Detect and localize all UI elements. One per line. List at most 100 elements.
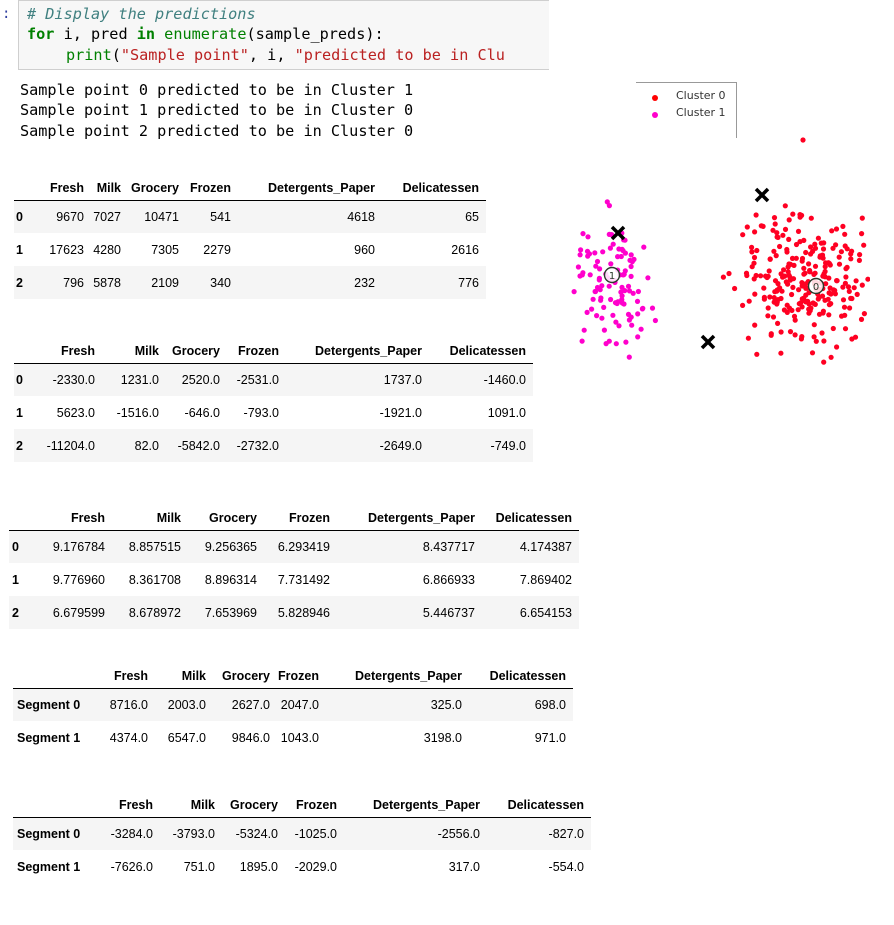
scatter-point-cluster-0 xyxy=(806,310,812,316)
row-index: 0 xyxy=(16,372,23,387)
scatter-point-cluster-1 xyxy=(638,326,644,332)
table-row: 1 17623 4280 7305 2279 960 2616 xyxy=(14,233,486,266)
code-string-1: "Sample point" xyxy=(120,46,249,64)
table-cell: 325.0 xyxy=(430,697,462,712)
scatter-point-cluster-0 xyxy=(859,231,865,237)
scatter-point-cluster-1 xyxy=(626,288,633,294)
scatter-point-cluster-0 xyxy=(753,212,759,218)
table-cell: -7626.0 xyxy=(110,859,153,874)
scatter-point-cluster-0 xyxy=(812,263,819,269)
scatter-point-cluster-0 xyxy=(840,223,846,229)
scatter-point-cluster-1 xyxy=(580,231,586,237)
scatter-point-cluster-1 xyxy=(600,249,606,255)
table-cell: 2279 xyxy=(203,242,231,257)
table-cell: -5324.0 xyxy=(235,826,278,841)
scatter-point-cluster-1 xyxy=(619,246,625,252)
scatter-point-cluster-0 xyxy=(780,232,786,238)
column-header: Fresh xyxy=(113,668,148,683)
scatter-point-cluster-0 xyxy=(831,287,837,293)
scatter-point-cluster-0 xyxy=(844,246,850,252)
table-cell: -793.0 xyxy=(243,405,279,420)
row-index: 1 xyxy=(12,572,19,587)
cluster-center-label: 1 xyxy=(609,271,615,282)
column-header: Detergents_Paper xyxy=(315,343,422,358)
row-index: Segment 0 xyxy=(17,826,81,841)
scatter-point-cluster-1 xyxy=(601,304,607,310)
scatter-point-cluster-1 xyxy=(587,272,593,278)
scatter-point-cluster-0 xyxy=(796,287,802,293)
scatter-point-cluster-0 xyxy=(786,217,792,223)
output-line-1: Sample point 1 predicted to be in Cluste… xyxy=(20,101,414,119)
scatter-point-cluster-0 xyxy=(746,298,752,304)
scatter-point-cluster-0 xyxy=(813,338,819,344)
scatter-point-cluster-1 xyxy=(626,354,632,360)
scatter-point-cluster-0 xyxy=(789,291,795,298)
table-cell: -2029.0 xyxy=(294,859,337,874)
scatter-point-cluster-0 xyxy=(784,249,790,255)
scatter-point-cluster-0 xyxy=(808,244,814,250)
scatter-point-cluster-1 xyxy=(619,293,625,299)
sample-point-x-marker xyxy=(754,187,770,203)
scatter-point-cluster-0 xyxy=(822,297,828,303)
column-header: Frozen xyxy=(296,797,337,812)
row-index: 2 xyxy=(12,605,19,620)
scatter-point-cluster-0 xyxy=(807,269,813,275)
scatter-point-cluster-0 xyxy=(768,332,774,338)
scatter-point-cluster-1 xyxy=(616,323,622,329)
table-cell: 796 xyxy=(63,275,84,290)
scatter-point-cluster-0 xyxy=(820,273,826,279)
scatter-point-cluster-0 xyxy=(745,335,751,341)
table-header: Fresh Milk Grocery Frozen Detergents_Pap… xyxy=(9,506,579,530)
table-cell: 2003.0 xyxy=(167,697,206,712)
scatter-point-cluster-1 xyxy=(621,301,627,307)
scatter-point-cluster-0 xyxy=(797,212,803,218)
table-cell: 6.654153 xyxy=(519,605,572,620)
table-cell: 776 xyxy=(458,275,479,290)
column-header: Grocery xyxy=(209,510,257,525)
table-cell: 340 xyxy=(210,275,231,290)
table-cell: 751.0 xyxy=(183,859,215,874)
table-cell: 7.731492 xyxy=(277,572,330,587)
scatter-point-cluster-0 xyxy=(765,305,771,311)
table-cell: -2649.0 xyxy=(379,438,422,453)
scatter-point-cluster-1 xyxy=(601,327,607,333)
scatter-point-cluster-0 xyxy=(758,223,764,229)
table-cell: 6547.0 xyxy=(167,730,206,745)
scatter-point-cluster-0 xyxy=(806,261,812,267)
table-cell: -11204.0 xyxy=(46,438,95,453)
scatter-point-cluster-0 xyxy=(846,288,852,294)
scatter-point-cluster-0 xyxy=(829,228,835,234)
scatter-point-cluster-1 xyxy=(613,341,619,347)
scatter-point-cluster-0 xyxy=(785,281,791,287)
dataframe-log: Fresh Milk Grocery Frozen Detergents_Pap… xyxy=(9,506,579,629)
scatter-point-cluster-1 xyxy=(608,261,614,267)
table-row: 2 6.679599 8.678972 7.653969 5.828946 5.… xyxy=(9,596,579,629)
column-header xyxy=(14,176,32,200)
code-cell[interactable]: # Display the predictions for i, pred in… xyxy=(18,0,549,70)
scatter-point-cluster-1 xyxy=(628,314,634,320)
scatter-point-cluster-0 xyxy=(799,334,805,340)
scatter-point-cluster-0 xyxy=(774,299,780,305)
table-cell: 7027 xyxy=(93,209,121,224)
kw-for: for xyxy=(27,25,55,43)
scatter-point-cluster-1 xyxy=(640,305,646,311)
scatter-point-cluster-1 xyxy=(596,277,602,283)
scatter-point-cluster-1 xyxy=(584,309,590,315)
scatter-point-cluster-0 xyxy=(786,236,792,242)
scatter-point-cluster-1 xyxy=(575,264,581,270)
scatter-point-cluster-0 xyxy=(803,249,809,256)
scatter-point-cluster-0 xyxy=(767,256,773,262)
code-string-2: "predicted to be in Clu xyxy=(294,46,505,64)
column-header: Detergents_Paper xyxy=(373,797,480,812)
cluster-scatter-plot: 01 xyxy=(571,137,870,365)
table-cell: -2330.0 xyxy=(52,372,95,387)
scatter-point-cluster-1 xyxy=(603,341,609,347)
scatter-point-cluster-0 xyxy=(726,270,732,277)
table-cell: 9.176784 xyxy=(52,539,105,554)
dataframe-segments: Fresh Milk Grocery Frozen Detergents_Pap… xyxy=(13,664,573,754)
scatter-point-cluster-0 xyxy=(752,322,758,328)
scatter-point-cluster-0 xyxy=(808,215,814,221)
column-header xyxy=(9,506,23,530)
scatter-point-cluster-1 xyxy=(628,263,634,270)
table-cell: 6.293419 xyxy=(277,539,330,554)
